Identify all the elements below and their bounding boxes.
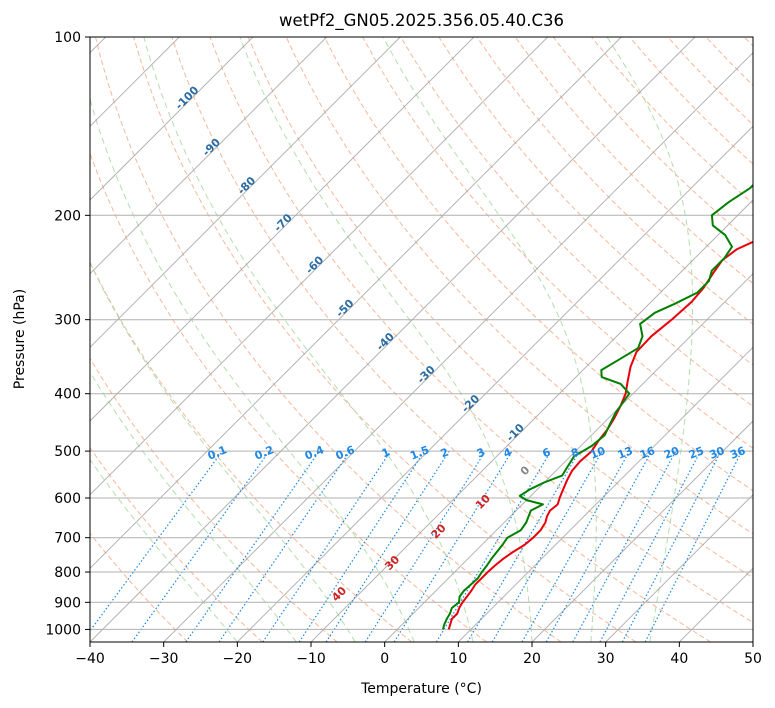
mixing-ratio-label: 10 [588,444,607,462]
isotherm-line [236,125,753,642]
x-tick-label: −40 [75,651,105,667]
y-tick-label: 200 [54,208,81,224]
mixing-ratio-label: 2 [439,445,451,460]
isotherm-line [90,37,696,642]
mixing-ratio-label: 13 [616,444,635,462]
mixing-ratio-line [90,450,223,632]
chart-title: wetPf2_GN05.2025.356.05.40.C36 [279,11,564,31]
x-tick-label: −10 [296,651,326,667]
dry-adiabat [323,37,753,492]
x-tick-label: 30 [597,651,615,667]
mixing-ratio-line [262,450,392,642]
isotherm-line [457,346,753,642]
background-lines [90,37,753,642]
x-tick-label: 0 [380,651,389,667]
moist-adiabat [90,458,238,642]
x-tick-label: 10 [449,651,467,667]
moist-adiabat [606,37,694,642]
mixing-ratio-line [218,450,351,642]
x-tick-label: 40 [670,651,688,667]
mixing-ratio-label: 30 [707,444,726,462]
mixing-ratio-line [621,450,722,642]
y-axis-label: Pressure (hPa) [12,289,28,389]
dry-adiabat [171,37,711,642]
dry-adiabat [90,532,189,642]
dry-adiabat [514,37,753,285]
y-tick-label: 100 [54,30,81,46]
mixing-ratio-label: 16 [638,444,657,462]
isotherm-line [90,37,622,570]
dewpoint-profile-line [441,183,753,630]
isotherm-line [90,37,254,201]
moist-adiabat [239,37,533,642]
dry-adiabat [90,152,487,642]
mixing-ratio-line [393,450,513,642]
y-axis-ticks: 100 200 300 400 500 600 700 800 900 1000 [45,30,90,638]
x-tick-label: 50 [744,651,762,667]
pressure-gridlines [90,37,753,630]
y-tick-label: 700 [54,531,81,547]
moist-adiabat [90,370,297,642]
isotherm-line [90,37,401,349]
x-tick-label: 20 [523,651,541,667]
mixing-ratio-line [572,450,677,642]
isotherm-line [531,420,753,642]
isotherm-line [90,37,475,422]
moist-adiabat [90,261,356,642]
mixing-ratio-line [435,450,552,642]
y-tick-label: 300 [54,313,81,329]
x-axis-label: Temperature (°C) [360,681,482,697]
y-tick-label: 800 [54,565,81,581]
mixing-ratio-label: 3 [475,445,487,460]
mixing-ratio-line [298,450,425,642]
isotherm-line [605,493,753,642]
y-tick-label: 500 [54,444,81,460]
moist-adiabat [382,37,597,642]
mixing-ratio-line [545,450,653,642]
plot-area: 0.1 0.2 0.4 0.6 1 1.5 2 3 4 6 8 10 13 16 20 25 30 36-100-… [90,37,753,642]
dry-adiabat [90,446,263,642]
data-series [441,183,753,630]
dry-adiabat [247,37,753,579]
temperature-profile-line [447,240,753,630]
dry-adiabat [209,37,753,623]
x-tick-label: −20 [223,651,253,667]
mixing-ratio-label: 36 [728,444,747,462]
dry-adiabat [95,37,562,642]
mixing-ratio-label: 20 [662,444,681,462]
x-axis-ticks: −40 −30 −20 −10 0 10 20 30 40 50 [75,642,762,667]
mixing-ratio-line [325,450,450,642]
dry-adiabat [90,357,338,642]
x-tick-label: −30 [149,651,179,667]
y-tick-label: 400 [54,387,81,403]
isotherm-line [384,272,753,642]
isotherm-line [90,37,549,496]
plot-frame [89,36,754,643]
isotherm-line [310,199,753,642]
isotherm-line [90,37,328,275]
y-tick-label: 900 [54,595,81,611]
mixing-ratio-label: 1 [380,445,392,460]
mixing-ratio-line [644,450,743,642]
mixing-ratio-line [521,450,631,642]
mixing-ratio-label: 8 [569,445,581,460]
dry-adiabat [400,37,753,407]
dry-adiabat [438,37,753,366]
mixing-ratio-label: 25 [687,444,706,462]
mixing-ratio-line [364,450,486,642]
mixing-ratio-line [599,450,702,642]
y-tick-label: 1000 [45,622,81,638]
y-tick-label: 600 [54,491,81,507]
isotherm-line [163,51,753,642]
